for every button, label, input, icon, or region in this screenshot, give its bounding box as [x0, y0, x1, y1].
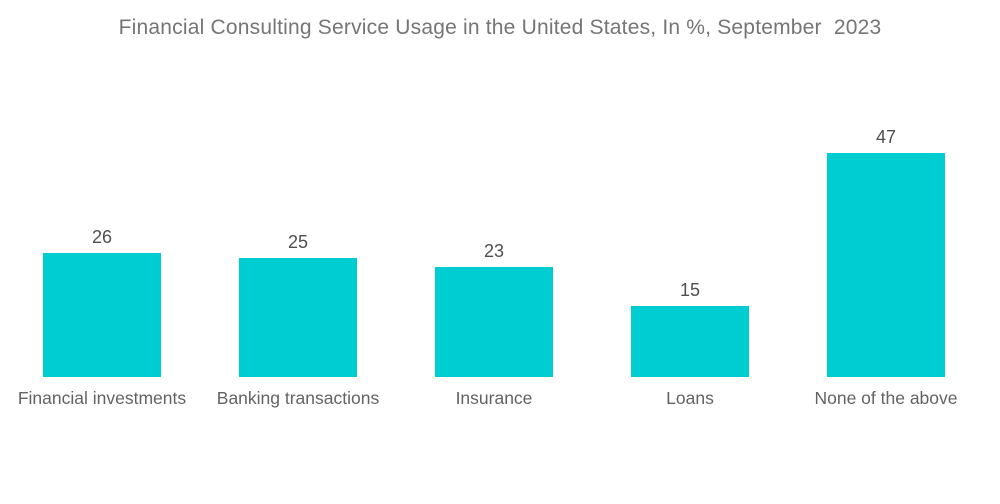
bar-value-label: 25 [287, 232, 309, 252]
category-label: Loans [666, 388, 714, 408]
bar [435, 267, 553, 377]
bar [631, 306, 749, 377]
bar-value-label: 47 [875, 127, 897, 147]
bar-value-label: 26 [91, 227, 113, 247]
bar-value-label: 15 [679, 280, 701, 300]
chart-title: Financial Consulting Service Usage in th… [118, 16, 882, 39]
bar [827, 153, 945, 377]
bar-group: 23 Insurance [396, 241, 592, 408]
category-label: Financial investments [17, 388, 187, 408]
bar-chart: 26 Financial investments 25 Banking tran… [4, 0, 984, 408]
bar-group: 26 Financial investments [4, 227, 200, 408]
category-label: Insurance [455, 388, 533, 408]
bar-group: 25 Banking transactions [200, 232, 396, 408]
bar [43, 253, 161, 377]
bar [239, 258, 357, 377]
category-label: Banking transactions [216, 388, 380, 408]
bar-value-label: 23 [483, 241, 505, 261]
category-label: None of the above [814, 388, 958, 408]
bar-group: 47 None of the above [788, 127, 984, 408]
bar-group: 15 Loans [592, 280, 788, 408]
